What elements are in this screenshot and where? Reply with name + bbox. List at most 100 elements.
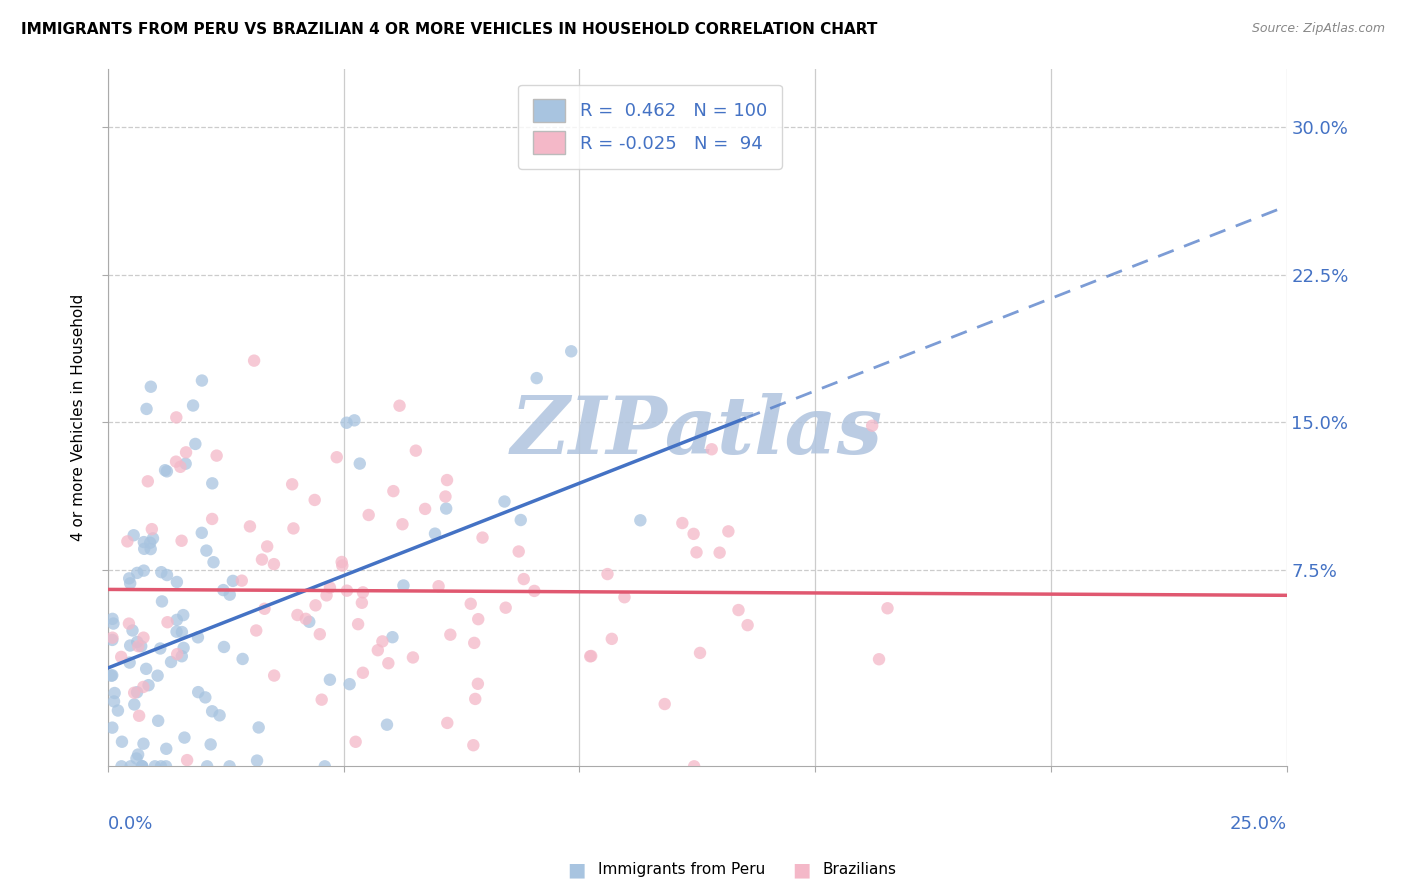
Point — [195, 759, 218, 773]
Point — [200, 738, 222, 752]
Point — [155, 759, 177, 773]
Point — [132, 737, 155, 751]
Point — [201, 476, 224, 491]
Point — [191, 525, 214, 540]
Text: ■: ■ — [792, 860, 811, 880]
Point — [166, 574, 188, 589]
Point — [263, 668, 285, 682]
Point — [122, 686, 145, 700]
Point — [382, 484, 405, 499]
Point — [135, 662, 157, 676]
Point — [118, 656, 141, 670]
Point — [439, 628, 461, 642]
Point — [330, 555, 353, 569]
Point — [405, 443, 427, 458]
Point — [381, 630, 404, 644]
Point — [131, 759, 153, 773]
Point — [120, 759, 142, 773]
Point — [153, 463, 176, 477]
Point — [413, 502, 436, 516]
Point — [689, 646, 711, 660]
Point — [166, 613, 188, 627]
Point — [298, 615, 321, 629]
Point — [201, 512, 224, 526]
Point — [184, 437, 207, 451]
Point — [375, 717, 398, 731]
Point — [315, 588, 337, 602]
Point — [160, 655, 183, 669]
Point — [860, 418, 883, 433]
Point — [671, 516, 693, 530]
Point — [467, 612, 489, 626]
Point — [118, 616, 141, 631]
Point — [131, 759, 153, 773]
Legend: R =  0.462   N = 100, R = -0.025   N =  94: R = 0.462 N = 100, R = -0.025 N = 94 — [519, 85, 782, 169]
Text: Immigrants from Peru: Immigrants from Peru — [598, 863, 765, 877]
Text: IMMIGRANTS FROM PERU VS BRAZILIAN 4 OR MORE VEHICLES IN HOUSEHOLD CORRELATION CH: IMMIGRANTS FROM PERU VS BRAZILIAN 4 OR M… — [21, 22, 877, 37]
Point — [311, 692, 333, 706]
Point — [122, 528, 145, 542]
Point — [339, 677, 361, 691]
Point — [250, 552, 273, 566]
Y-axis label: 4 or more Vehicles in Household: 4 or more Vehicles in Household — [72, 293, 86, 541]
Point — [212, 583, 235, 598]
Point — [434, 490, 457, 504]
Point — [129, 639, 152, 653]
Point — [685, 545, 707, 559]
Point — [682, 527, 704, 541]
Point — [357, 508, 380, 522]
Point — [156, 464, 179, 478]
Point — [141, 522, 163, 536]
Point — [596, 567, 619, 582]
Point — [239, 519, 262, 533]
Point — [304, 599, 326, 613]
Point — [101, 612, 124, 626]
Point — [436, 473, 458, 487]
Point — [463, 636, 485, 650]
Text: 0.0%: 0.0% — [108, 815, 153, 833]
Point — [330, 558, 353, 573]
Point — [173, 731, 195, 745]
Point — [134, 541, 156, 556]
Point — [205, 449, 228, 463]
Point — [169, 459, 191, 474]
Point — [460, 597, 482, 611]
Point — [127, 747, 149, 762]
Point — [150, 594, 173, 608]
Point — [132, 680, 155, 694]
Point — [118, 571, 141, 585]
Point — [187, 685, 209, 699]
Point — [135, 401, 157, 416]
Point — [319, 673, 342, 687]
Point — [471, 531, 494, 545]
Point — [139, 380, 162, 394]
Point — [245, 624, 267, 638]
Point — [600, 632, 623, 646]
Point — [195, 543, 218, 558]
Point — [125, 685, 148, 699]
Point — [170, 625, 193, 640]
Point — [314, 759, 336, 773]
Point — [103, 694, 125, 708]
Point — [463, 738, 485, 752]
Point — [319, 581, 342, 595]
Point — [156, 568, 179, 582]
Point — [132, 535, 155, 549]
Point — [174, 445, 197, 459]
Point — [402, 650, 425, 665]
Point — [146, 668, 169, 682]
Point — [868, 652, 890, 666]
Point — [222, 574, 245, 588]
Point — [150, 565, 173, 579]
Point — [166, 624, 188, 639]
Point — [343, 413, 366, 427]
Point — [526, 371, 548, 385]
Point — [243, 353, 266, 368]
Point — [508, 544, 530, 558]
Point — [232, 652, 254, 666]
Text: ■: ■ — [567, 860, 586, 880]
Point — [218, 588, 240, 602]
Point — [717, 524, 740, 539]
Point — [212, 640, 235, 654]
Point — [283, 521, 305, 535]
